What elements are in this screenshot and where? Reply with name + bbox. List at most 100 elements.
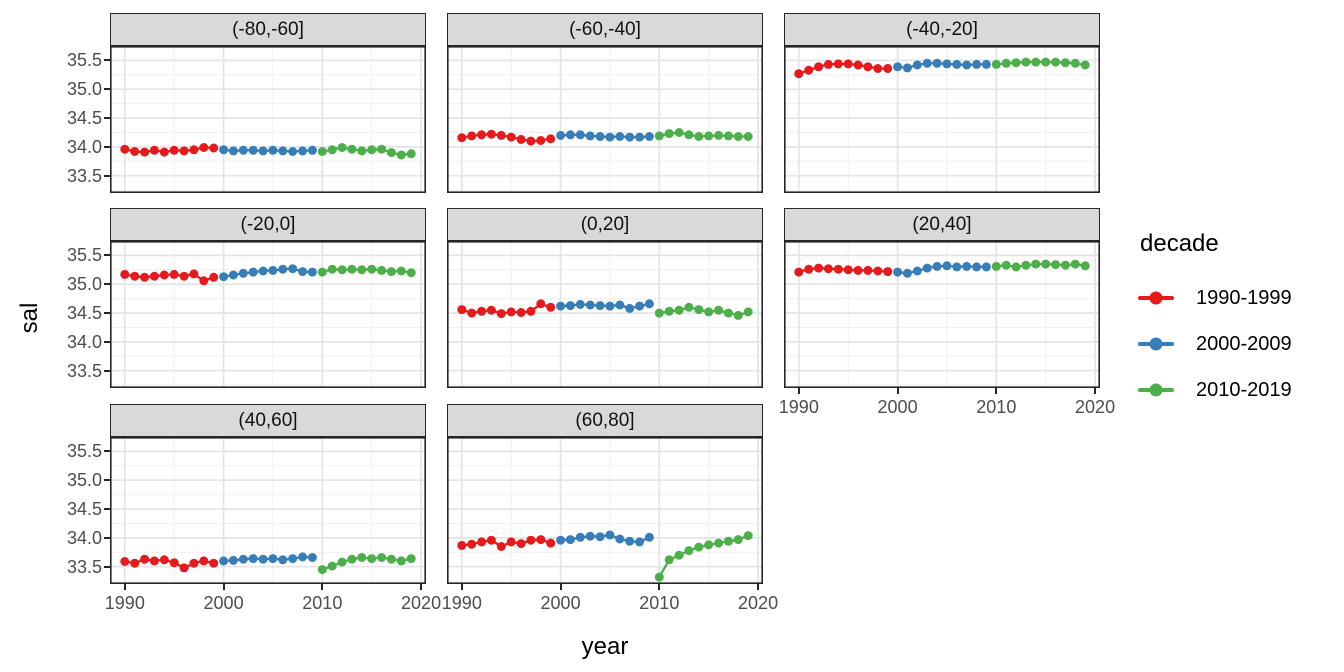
data-point — [209, 272, 219, 282]
data-point — [1021, 260, 1031, 270]
data-point — [396, 150, 406, 160]
data-point — [823, 264, 833, 274]
data-point — [615, 132, 625, 141]
data-point — [714, 538, 724, 548]
data-point — [635, 537, 645, 547]
data-point — [189, 145, 199, 155]
data-point — [625, 536, 635, 546]
data-point — [1060, 58, 1070, 68]
data-point — [228, 270, 238, 280]
data-point — [625, 303, 635, 313]
data-point — [922, 263, 932, 273]
series-line — [559, 133, 651, 139]
data-point — [823, 59, 833, 69]
data-point — [883, 64, 893, 73]
data-point — [575, 130, 585, 140]
data-point — [991, 59, 1001, 69]
data-point — [743, 132, 753, 141]
data-point — [357, 553, 367, 562]
data-point — [814, 62, 824, 72]
data-point — [199, 143, 209, 152]
data-point — [209, 143, 219, 153]
plot-area — [784, 241, 1100, 388]
series-line — [460, 133, 552, 143]
data-point — [327, 264, 337, 274]
data-point — [248, 145, 258, 155]
data-point — [873, 64, 883, 73]
data-point — [238, 145, 248, 155]
data-point — [327, 145, 337, 155]
data-point — [1070, 259, 1080, 269]
data-point — [664, 129, 674, 139]
data-point — [506, 132, 516, 142]
y-tick-label: 33.5 — [66, 165, 102, 186]
x-tick-label: 2010 — [639, 593, 680, 613]
data-point — [130, 271, 140, 281]
data-point — [248, 554, 258, 564]
data-point — [238, 554, 248, 564]
data-point — [219, 556, 229, 566]
data-point — [1031, 259, 1041, 269]
y-tick-mark — [104, 312, 110, 315]
data-point — [991, 261, 1001, 271]
data-point — [1080, 60, 1090, 70]
y-tick-mark — [104, 117, 110, 120]
data-point — [595, 301, 605, 311]
facet-strip: (-80,-60] — [110, 13, 426, 46]
data-point — [228, 555, 238, 565]
facet-panel: (-40,-20] — [784, 13, 1100, 193]
data-point — [853, 60, 863, 70]
legend: decade 1990-1999 2000-2009 2010-2019 — [1138, 230, 1292, 426]
x-tick-mark — [757, 584, 760, 590]
data-point — [219, 272, 229, 282]
data-point — [327, 561, 337, 571]
x-tick-mark — [896, 388, 899, 394]
series-line — [995, 262, 1087, 269]
series-line — [460, 302, 552, 315]
data-point — [873, 266, 883, 276]
data-point — [1070, 58, 1080, 68]
x-tick-mark — [658, 584, 661, 590]
data-point — [615, 300, 625, 310]
data-point — [169, 558, 179, 568]
data-point — [149, 145, 159, 155]
x-tick-label: 2020 — [401, 593, 442, 613]
legend-key-line-point-icon — [1138, 341, 1174, 347]
series-line — [896, 264, 988, 275]
data-point — [723, 536, 733, 546]
data-point — [556, 130, 566, 140]
y-tick-mark — [104, 59, 110, 62]
data-point — [486, 129, 496, 139]
data-point — [615, 534, 625, 544]
x-tick-label: 2010 — [302, 593, 343, 613]
data-point — [694, 542, 704, 552]
y-tick-mark — [104, 145, 110, 148]
data-point — [179, 271, 189, 281]
data-point — [238, 268, 248, 278]
y-tick-mark — [104, 369, 110, 372]
data-point — [595, 132, 605, 141]
data-point — [219, 145, 229, 155]
data-point — [1001, 58, 1011, 68]
data-point — [1051, 57, 1061, 67]
y-tick-mark — [104, 508, 110, 511]
y-tick-label: 33.5 — [66, 360, 102, 381]
data-point — [654, 572, 664, 582]
data-point — [258, 266, 268, 276]
data-point — [962, 261, 972, 271]
data-point — [179, 563, 189, 573]
data-point — [794, 267, 804, 277]
data-point — [307, 267, 317, 277]
data-point — [932, 58, 942, 68]
facet-strip-label: (40,60] — [238, 409, 298, 431]
data-point — [467, 131, 477, 141]
data-point — [723, 131, 733, 141]
facet-panel: (0,20] — [447, 208, 763, 388]
data-point — [140, 147, 150, 157]
x-tick-label: 1990 — [104, 593, 145, 613]
x-tick-label: 2020 — [1075, 397, 1116, 417]
data-point — [883, 267, 893, 277]
x-tick-label: 1990 — [441, 593, 482, 613]
facet-panel: (-80,-60] — [110, 13, 426, 193]
data-point — [386, 148, 396, 158]
